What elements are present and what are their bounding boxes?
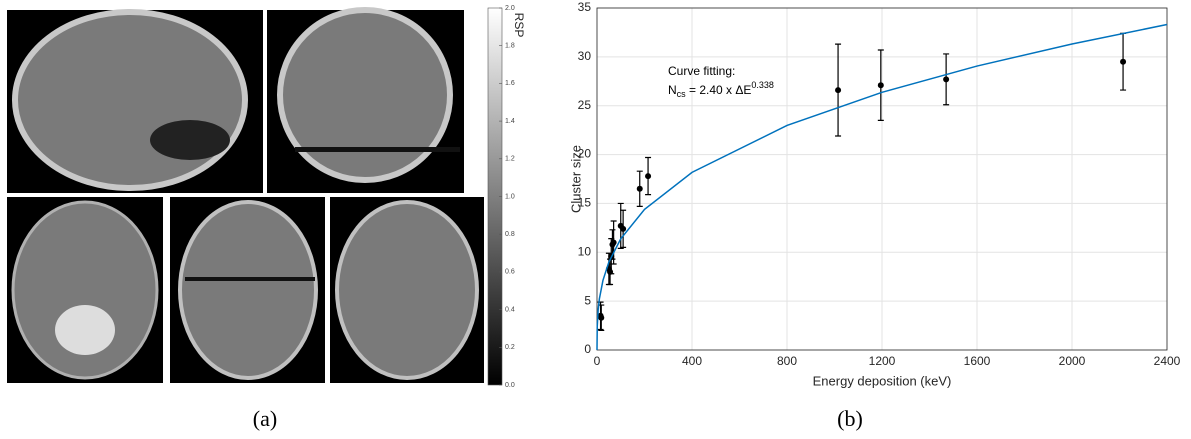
ct-head	[277, 7, 453, 183]
colorbar-tick-label: 1.0	[505, 193, 515, 200]
colorbar-tick-label: 0.8	[505, 231, 515, 238]
colorbar-tick-label: 1.2	[505, 156, 515, 163]
fit-curve	[596, 23, 1168, 351]
colorbar-tick-label: 1.4	[505, 118, 515, 125]
data-point	[610, 239, 617, 246]
caption: (a)	[253, 406, 277, 431]
ct-ear-canal	[185, 277, 315, 281]
caption: (b)	[837, 406, 863, 431]
data-point	[636, 185, 643, 192]
colorbar-tick-label: 2.0	[505, 5, 515, 12]
ct-images	[7, 7, 484, 383]
ct-sinus	[150, 120, 230, 160]
colorbar-tick-label: 0.4	[505, 306, 515, 313]
y-tick-label: 20	[578, 147, 592, 161]
annotation-part: N	[668, 83, 677, 97]
data-point	[620, 225, 627, 232]
x-tick-label: 0	[594, 354, 601, 368]
x-tick-label: 2400	[1154, 354, 1181, 368]
ct-teeth	[55, 305, 115, 355]
y-tick-label: 35	[578, 0, 592, 14]
x-tick-label: 800	[777, 354, 797, 368]
annotation-part: = 2.40 x ΔE	[686, 83, 752, 97]
colorbar-label: RSP	[512, 13, 526, 38]
annotation-part: cs	[677, 89, 687, 99]
y-tick-label: 5	[584, 293, 591, 307]
colorbar-tick-label: 0.6	[505, 269, 515, 276]
x-tick-label: 2000	[1059, 354, 1086, 368]
colorbar-tick-label: 1.6	[505, 80, 515, 87]
x-tick-label: 1600	[964, 354, 991, 368]
ct-head	[12, 9, 248, 191]
y-tick-label: 25	[578, 98, 592, 112]
y-axis-label: Cluster size	[568, 145, 583, 213]
ct-ear-canal	[295, 147, 460, 152]
axes-box	[596, 7, 1168, 351]
data-point	[598, 314, 605, 321]
y-tick-label: 15	[578, 196, 592, 210]
data-point	[645, 173, 652, 180]
data-point	[1120, 58, 1127, 65]
annotation-part: 0.338	[751, 80, 774, 90]
data-point	[877, 82, 884, 89]
y-tick-label: 0	[584, 342, 591, 356]
ct-head	[178, 200, 318, 380]
colorbar-tick-label: 0.2	[505, 344, 515, 351]
data-point	[835, 87, 842, 94]
colorbar-tick-label: 1.8	[505, 43, 515, 50]
y-tick-label: 10	[578, 244, 592, 258]
ct-head	[11, 200, 159, 380]
annotation: Ncs = 2.40 x ΔE0.338	[668, 80, 774, 99]
colorbar-tick-label: 0.0	[505, 382, 515, 389]
y-tick-label: 30	[578, 49, 592, 63]
x-tick-label: 1200	[869, 354, 896, 368]
x-tick-label: 400	[682, 354, 702, 368]
x-axis-label: Energy deposition (keV)	[813, 373, 952, 388]
annotation: Curve fitting:	[668, 64, 735, 78]
ct-head	[335, 200, 479, 380]
data-point	[943, 76, 950, 83]
